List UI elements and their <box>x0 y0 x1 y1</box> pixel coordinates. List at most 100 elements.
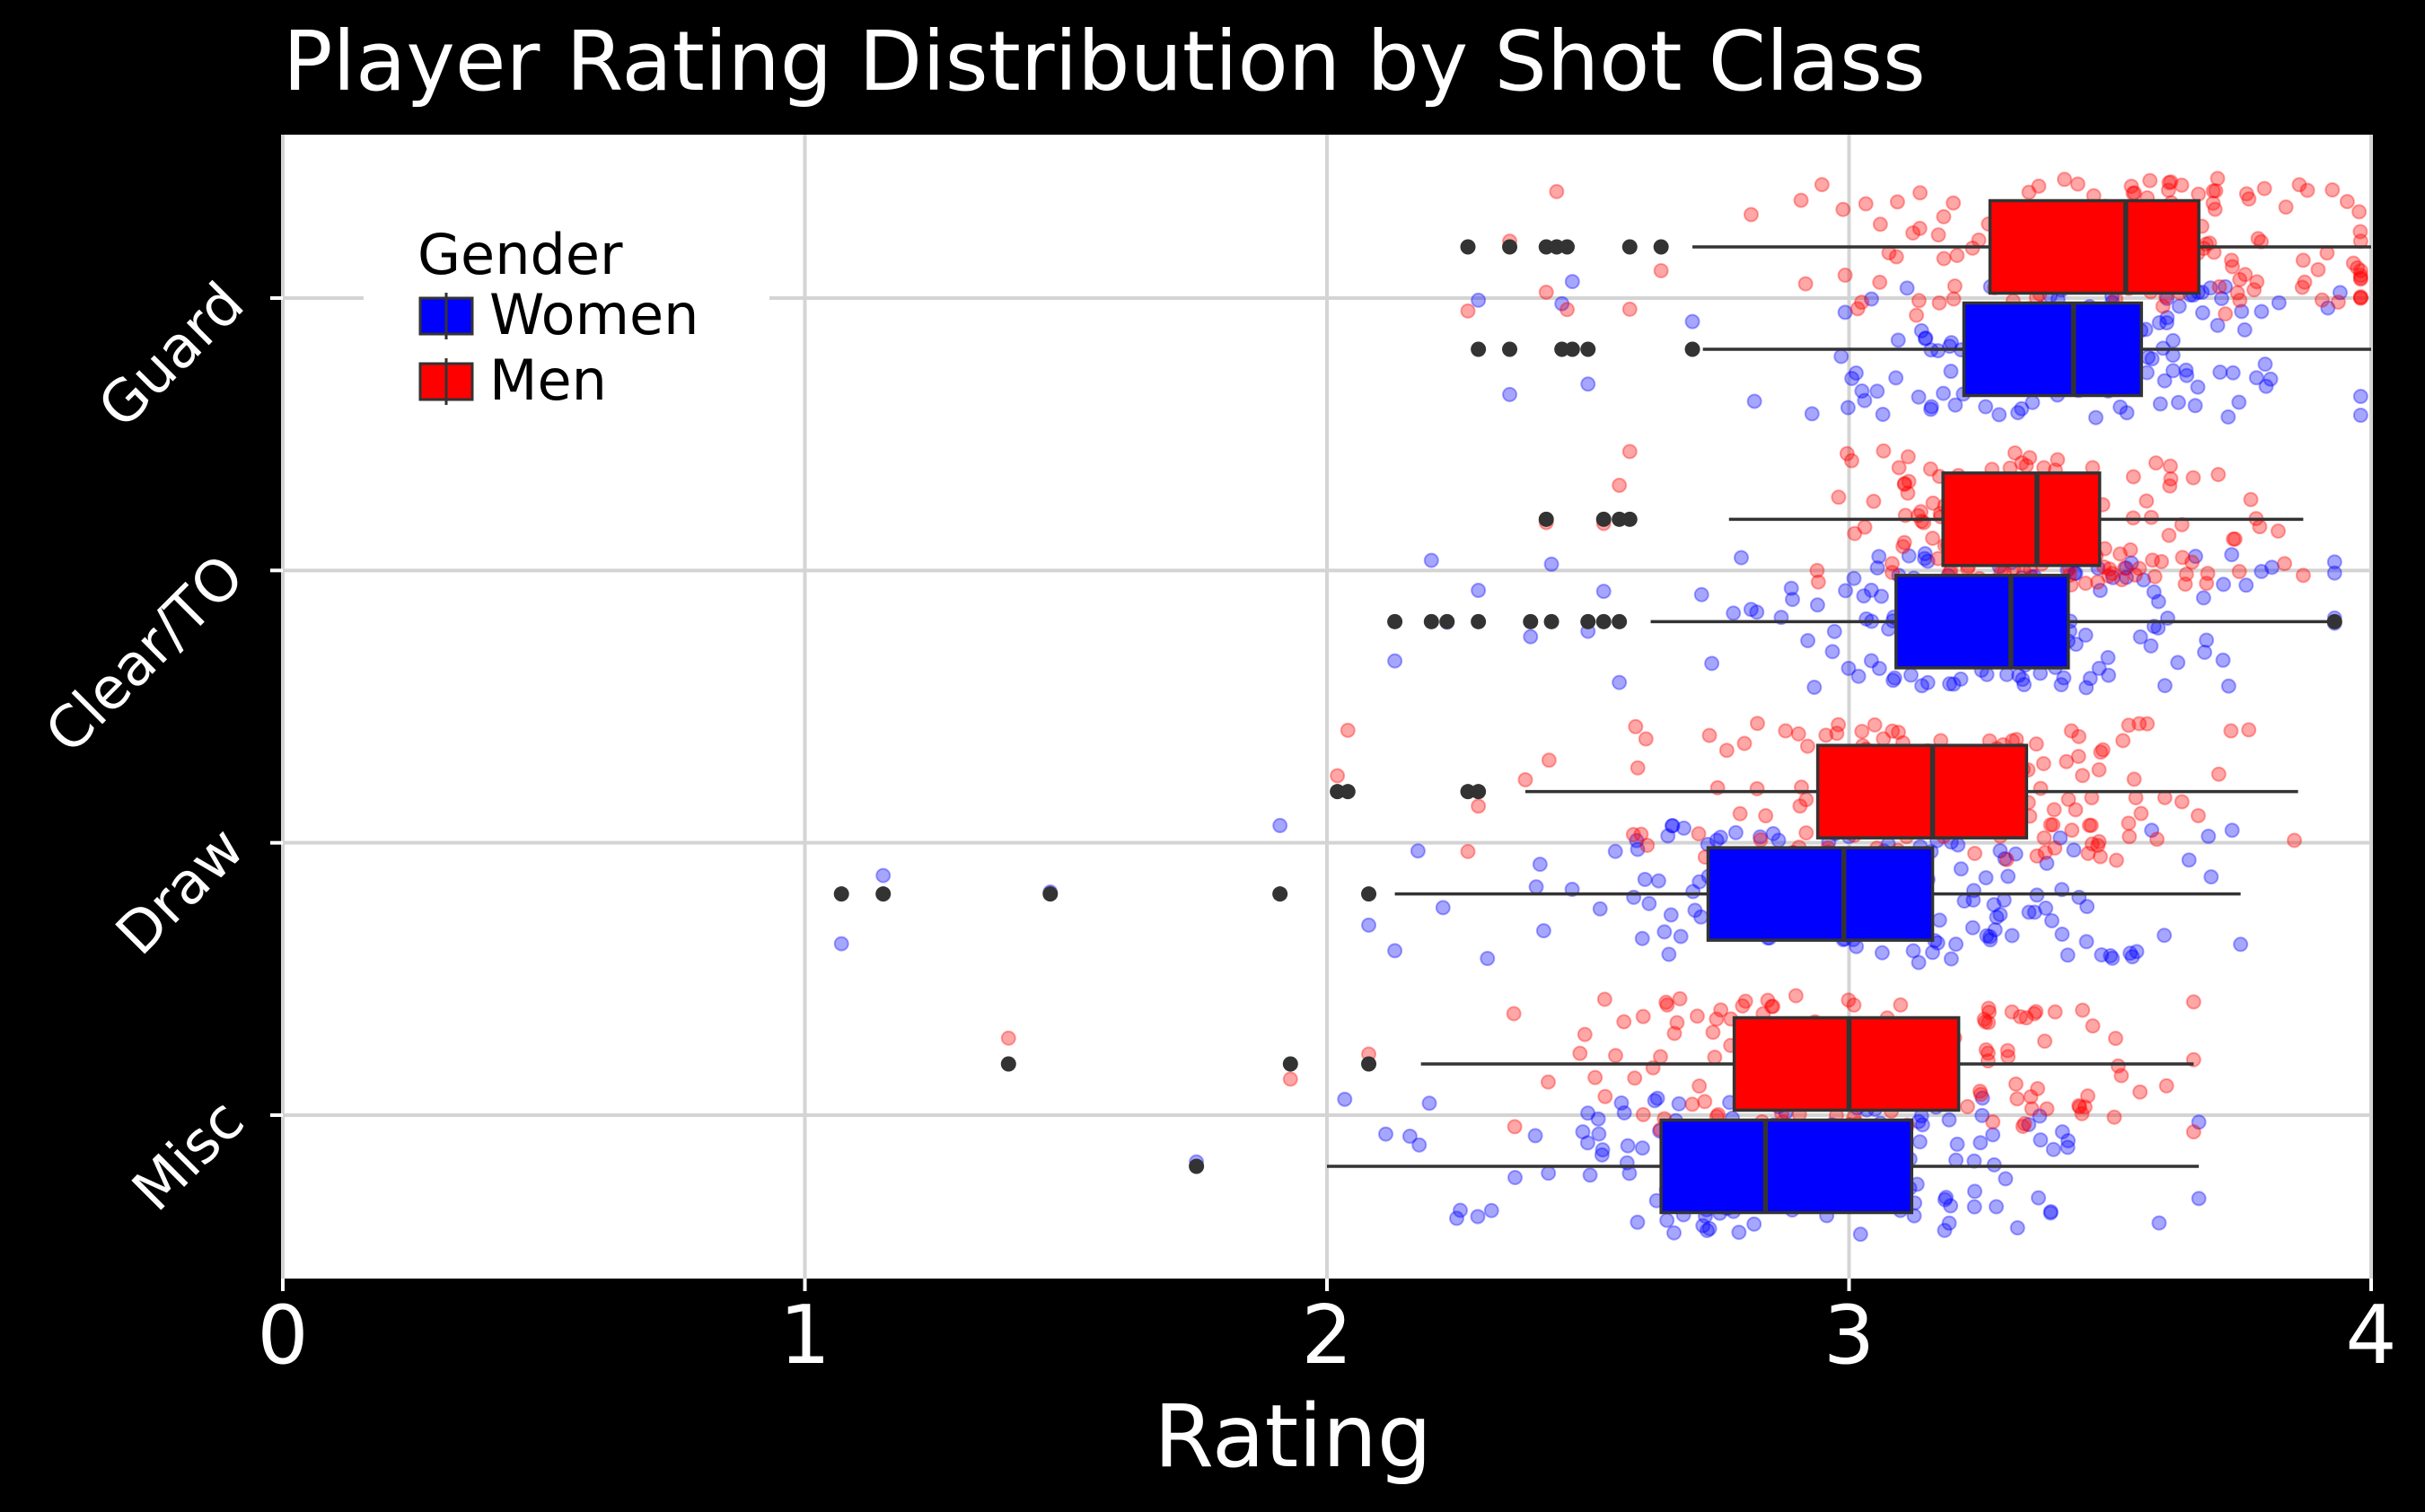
box-women-clear-to <box>1387 574 2342 670</box>
jitter-point <box>1797 276 1814 292</box>
jitter-point <box>1453 1202 1469 1218</box>
outlier-point <box>1000 1056 1016 1072</box>
jitter-point <box>2237 267 2254 283</box>
jitter-point <box>2131 560 2148 576</box>
jitter-point <box>2238 577 2254 593</box>
jitter-point <box>1890 725 1906 741</box>
jitter-point <box>1282 1071 1298 1087</box>
jitter-point <box>1672 990 1688 1007</box>
jitter-point <box>2112 546 2128 562</box>
jitter-point <box>1538 284 1554 300</box>
jitter-point <box>2050 452 2066 468</box>
jitter-point <box>2352 263 2368 279</box>
jitter-point <box>2152 396 2168 412</box>
jitter-point <box>2121 815 2137 831</box>
box <box>1988 198 2201 295</box>
outlier-point <box>1549 239 1565 255</box>
outlier-point <box>1523 613 1539 629</box>
jitter-point <box>2144 552 2160 568</box>
jitter-point <box>1985 1113 2001 1130</box>
jitter-point <box>2000 868 2016 884</box>
jitter-point <box>1978 399 1994 415</box>
jitter-point <box>1732 805 1748 822</box>
jitter-point <box>2330 294 2346 310</box>
jitter-point <box>2047 840 2063 857</box>
jitter-point <box>2094 946 2110 963</box>
jitter-point <box>2162 458 2178 474</box>
jitter-point <box>2045 1141 2061 1157</box>
jitter-point <box>1641 895 1657 911</box>
jitter-point <box>2054 927 2070 943</box>
jitter-point <box>2158 1077 2175 1094</box>
jitter-point <box>1946 278 1963 294</box>
jitter-point <box>1635 1008 1651 1024</box>
jitter-point <box>1838 583 1854 599</box>
jitter-point <box>2079 1088 2096 1104</box>
jitter-point <box>833 936 849 952</box>
jitter-point <box>2078 680 2095 696</box>
jitter-point <box>1978 1042 1994 1058</box>
jitter-point <box>1597 1088 1613 1104</box>
jitter-point <box>1905 224 1921 241</box>
jitter-point <box>2113 572 2130 588</box>
jitter-point <box>1925 945 1941 961</box>
jitter-point <box>2056 171 2072 188</box>
jitter-point <box>1554 295 1570 312</box>
jitter-point <box>1831 716 1847 733</box>
jitter-point <box>1656 924 1673 940</box>
jitter-point <box>2078 576 2094 592</box>
jitter-point <box>2297 274 2313 290</box>
jitter-point <box>2190 379 2206 395</box>
jitter-point <box>1980 1053 1996 1069</box>
jitter-point <box>2075 768 2091 784</box>
jitter-point <box>2015 672 2031 688</box>
jitter-point <box>1691 826 1707 842</box>
jitter-point <box>2103 947 2119 963</box>
jitter-point <box>2079 899 2096 915</box>
jitter-point <box>1875 407 1891 423</box>
jitter-point <box>1666 1025 1683 1042</box>
jitter-point <box>2205 183 2221 199</box>
jitter-point <box>2224 259 2240 275</box>
legend-title: Gender <box>417 222 623 287</box>
jitter-point <box>1901 548 1917 564</box>
jitter-point <box>1893 997 1909 1013</box>
jitter-point <box>2350 259 2366 276</box>
jitter-point <box>2197 644 2213 660</box>
jitter-point <box>1613 1094 1630 1111</box>
jitter-point <box>2295 567 2311 584</box>
jitter-point <box>2246 282 2262 298</box>
jitter-point <box>2063 723 2079 739</box>
jitter-point <box>2046 802 2062 818</box>
jitter-point <box>1523 629 1539 645</box>
jitter-point <box>2208 182 2224 198</box>
jitter-point <box>1647 1093 1663 1109</box>
jitter-point <box>1752 829 1768 845</box>
jitter-point <box>2118 560 2134 576</box>
jitter-point <box>2139 349 2156 365</box>
jitter-point <box>2191 1114 2207 1130</box>
jitter-point <box>1925 531 1941 547</box>
outlier-point <box>833 886 849 902</box>
jitter-point <box>2205 195 2221 211</box>
jitter-point <box>2053 677 2069 693</box>
jitter-point <box>2102 561 2118 577</box>
jitter-point <box>2127 567 2143 583</box>
jitter-point <box>2250 231 2266 247</box>
jitter-point <box>1833 348 1850 365</box>
jitter-point <box>2199 632 2215 648</box>
jitter-point <box>1978 870 1994 886</box>
jitter-point <box>1669 1015 1685 1031</box>
jitter-point <box>1594 1147 1610 1163</box>
jitter-point <box>1967 846 1983 862</box>
jitter-point <box>1900 485 1916 501</box>
jitter-point <box>2187 549 2203 565</box>
jitter-point <box>2116 560 2132 576</box>
jitter-point <box>2026 1006 2043 1022</box>
jitter-point <box>1989 910 2005 926</box>
jitter-point <box>2115 733 2131 749</box>
jitter-point <box>2162 478 2178 494</box>
jitter-point <box>1630 1214 1646 1230</box>
jitter-point <box>2203 869 2219 885</box>
jitter-point <box>1841 660 1857 676</box>
